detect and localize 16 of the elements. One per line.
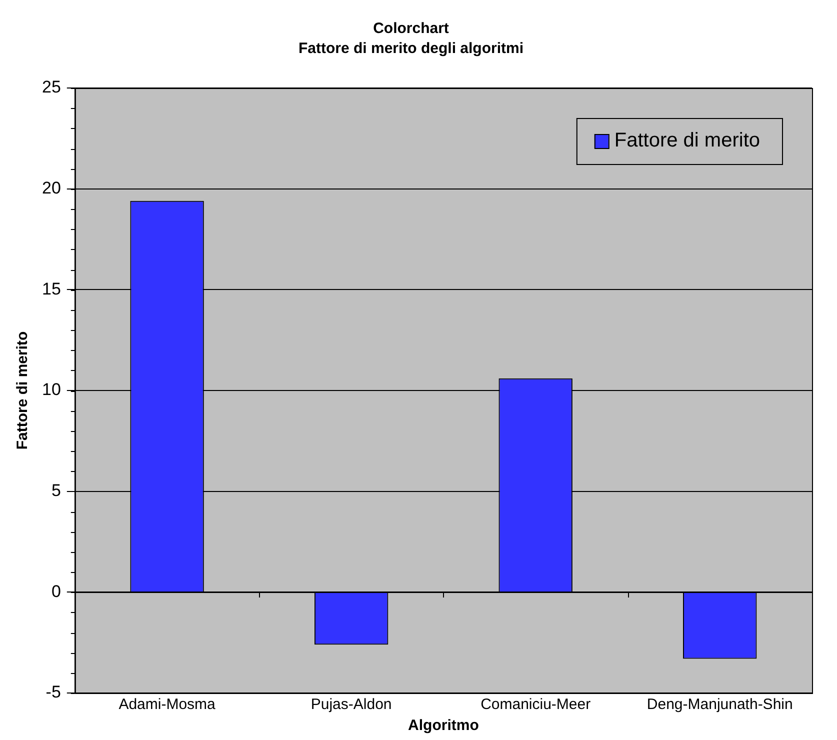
y-tick-label: -5 <box>46 682 61 702</box>
x-axis-title: Algoritmo <box>408 717 479 734</box>
x-tick-label: Deng-Manjunath-Shin <box>646 696 793 714</box>
chart-subtitle: Fattore di merito degli algoritmi <box>298 40 524 58</box>
legend-label: Fattore di merito <box>614 130 760 152</box>
x-tick-label: Comaniciu-Meer <box>480 696 591 714</box>
y-tick-label: 20 <box>42 178 61 198</box>
y-tick-label: 10 <box>42 380 61 400</box>
y-tick-label: 5 <box>51 481 61 500</box>
x-tick-label: Pujas-Aldon <box>310 696 392 714</box>
x-tick-label: Adami-Mosma <box>118 696 216 714</box>
y-tick-label: 25 <box>42 78 61 97</box>
y-tick-label: 0 <box>51 582 61 601</box>
y-tick-label: 15 <box>42 279 61 298</box>
chart-title: Colorchart <box>373 20 449 38</box>
y-axis-title: Fattore di merito <box>14 331 32 450</box>
